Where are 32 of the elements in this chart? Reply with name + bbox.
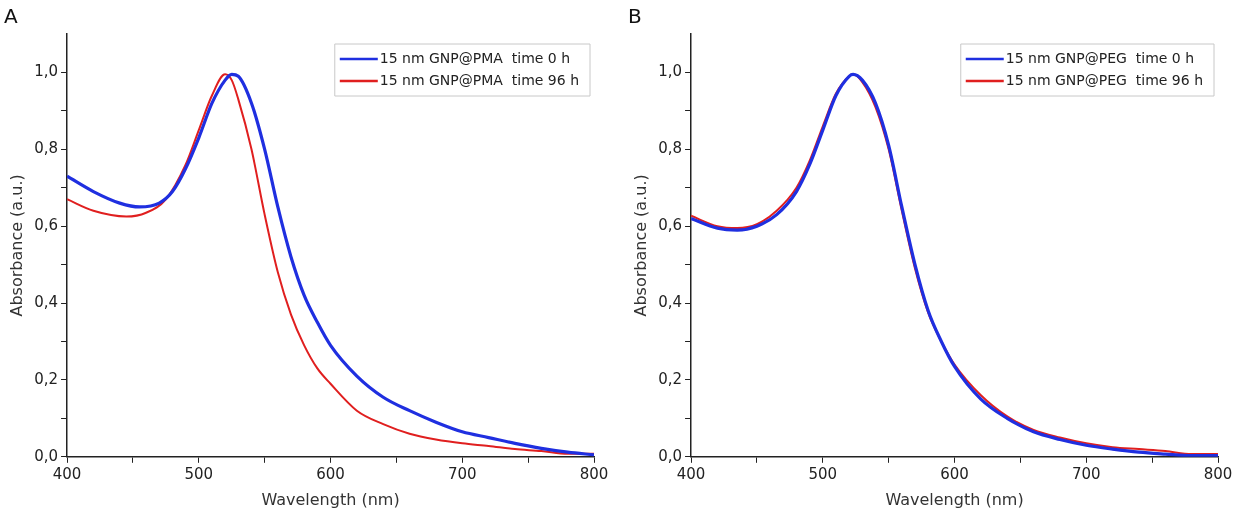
x-tick-label: 700 <box>447 464 477 483</box>
x-tick-label: 400 <box>676 464 706 483</box>
y-tick-label: 0,4 <box>34 292 59 311</box>
y-axis-title: Absorbance (a.u.) <box>630 174 650 317</box>
y-tick-label: 1,0 <box>658 62 683 81</box>
chart-title: B <box>628 4 642 29</box>
x-tick-label: 800 <box>1203 464 1233 483</box>
legend-label: 15 nm GNP@PMA time 0 h <box>379 49 571 66</box>
x-tick-label: 800 <box>579 464 609 483</box>
chart-title: A <box>4 4 18 29</box>
y-axis-title: Absorbance (a.u.) <box>6 174 26 317</box>
legend-label: 15 nm GNP@PEG time 96 h <box>1005 71 1204 88</box>
x-axis-title: Wavelength (nm) <box>885 489 1024 509</box>
x-tick-label: 700 <box>1071 464 1101 483</box>
legend-label: 15 nm GNP@PMA time 96 h <box>379 71 580 88</box>
x-tick-label: 400 <box>52 464 82 483</box>
y-tick-label: 0,8 <box>658 139 683 158</box>
x-axis-title: Wavelength (nm) <box>261 489 400 509</box>
y-tick-label: 0,2 <box>34 369 59 388</box>
legend-label: 15 nm GNP@PEG time 0 h <box>1005 49 1195 66</box>
y-tick-label: 0,6 <box>658 216 683 235</box>
y-tick-label: 0,0 <box>658 446 683 465</box>
y-tick-label: 0,6 <box>34 216 59 235</box>
x-tick-label: 500 <box>184 464 214 483</box>
x-tick-label: 600 <box>316 464 345 483</box>
y-tick-label: 1,0 <box>34 62 59 81</box>
y-tick-label: 0,8 <box>34 139 59 158</box>
x-tick-label: 600 <box>940 464 969 483</box>
y-tick-label: 0,4 <box>658 292 683 311</box>
x-tick-label: 500 <box>808 464 838 483</box>
y-tick-label: 0,2 <box>658 369 683 388</box>
y-tick-label: 0,0 <box>34 446 59 465</box>
